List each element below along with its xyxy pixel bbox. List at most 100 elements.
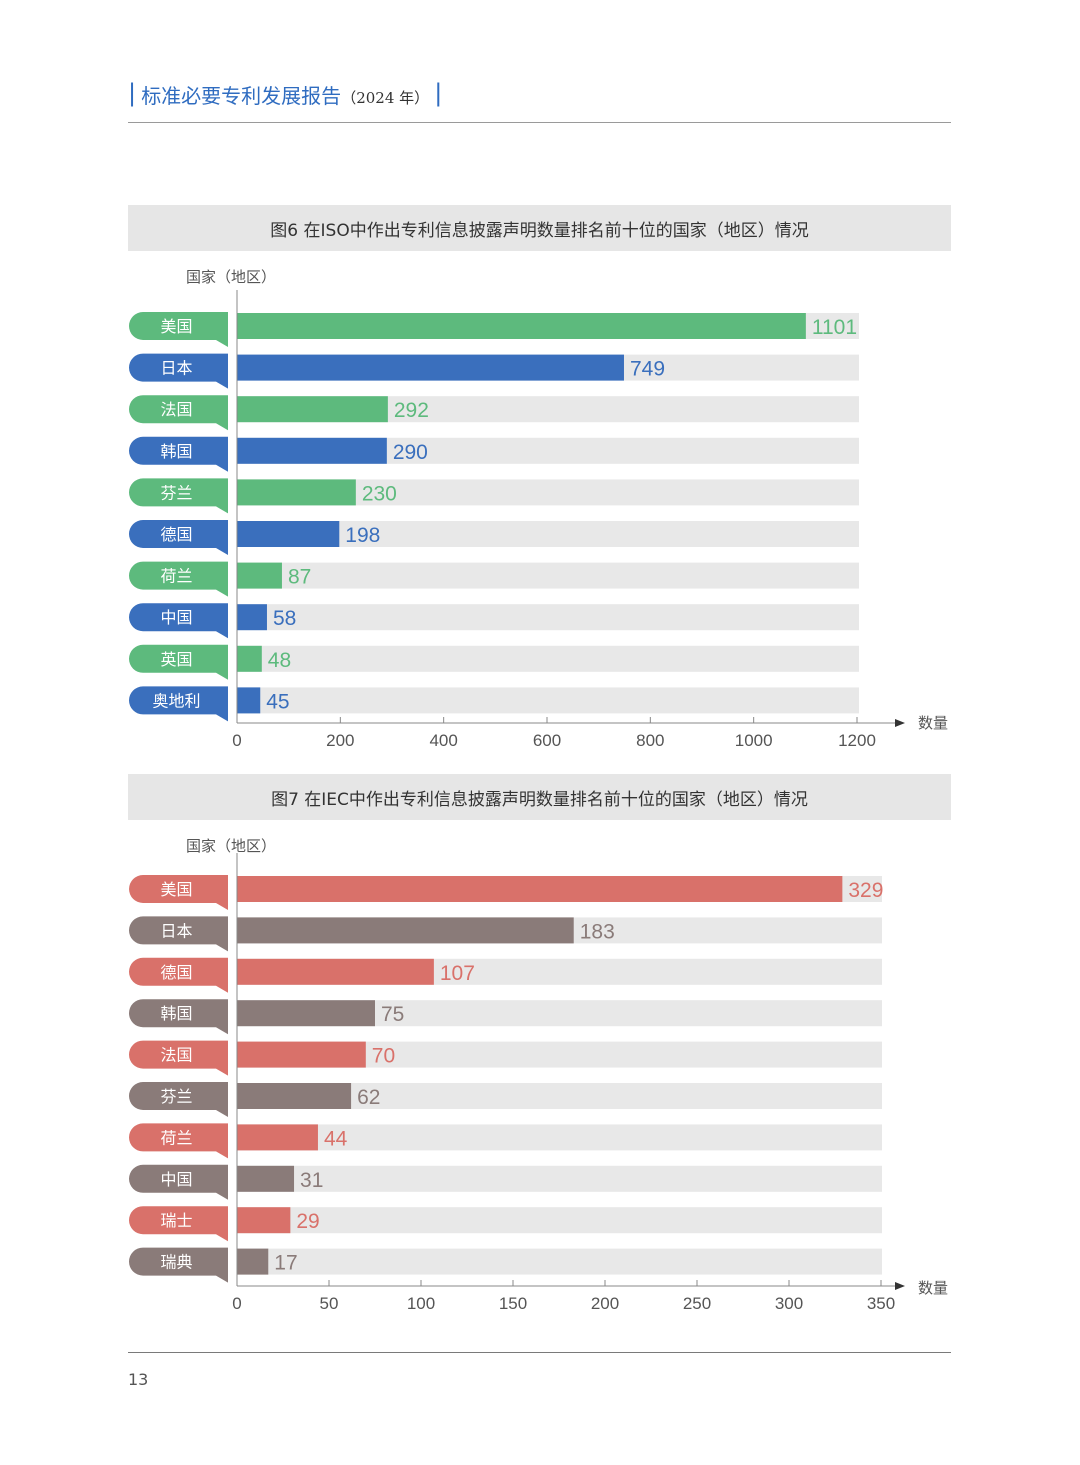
data-label: 107: [440, 962, 475, 985]
bar-track: [237, 604, 859, 631]
category-label: 日本: [160, 921, 192, 940]
data-label: 290: [393, 441, 428, 464]
bar-track: [237, 562, 859, 589]
x-tick-label: 800: [636, 731, 664, 750]
data-label: 183: [580, 920, 615, 943]
category-tag: [129, 478, 228, 514]
category-tag: [129, 1123, 228, 1159]
report-header: | 标准必要专利发展报告（2024 年） |: [128, 79, 951, 123]
x-tick-label: 1200: [838, 731, 876, 750]
category-tag: [129, 353, 228, 389]
bar: [237, 917, 574, 944]
chart2: 329 美国 183 日本 107 德国 75 韩国 70 法国 62 芬兰 44 荷兰 31 中国 29 瑞士 1…: [129, 853, 905, 1313]
data-label: 1101: [812, 316, 857, 339]
data-label: 62: [357, 1086, 380, 1109]
chart2-ylabel: 国家（地区）: [186, 837, 277, 855]
category-label: 荷兰: [160, 1128, 192, 1147]
bar-track: [237, 1165, 882, 1192]
data-label: 292: [394, 399, 429, 422]
category-label: 芬兰: [160, 483, 192, 502]
data-label: 17: [274, 1252, 297, 1275]
bar: [237, 313, 806, 339]
x-tick-label: 600: [533, 731, 561, 750]
footer-divider: [128, 1352, 951, 1353]
data-label: 749: [630, 358, 665, 381]
data-label: 29: [296, 1210, 319, 1233]
category-tag: [129, 644, 228, 680]
bar-track: [237, 521, 859, 547]
bar: [237, 687, 261, 714]
chart2-xlabel: 数量: [918, 1279, 949, 1297]
category-tag: [129, 603, 228, 639]
bar: [237, 437, 387, 464]
bar-track: [237, 687, 859, 714]
category-tag: [129, 1247, 228, 1283]
data-label: 48: [268, 649, 291, 672]
bar: [237, 1000, 375, 1027]
bar-track: [237, 1248, 882, 1275]
category-label: 芬兰: [160, 1087, 192, 1106]
bar: [237, 521, 340, 547]
category-tag: [129, 1164, 228, 1200]
x-tick-label: 150: [499, 1294, 527, 1313]
bar: [237, 562, 282, 589]
chart1-title: 图6 在ISO中作出专利信息披露声明数量排名前十位的国家（地区）情况: [128, 205, 951, 251]
report-year: （2024 年）: [341, 89, 430, 107]
bar: [237, 604, 267, 631]
data-label: 58: [273, 607, 296, 630]
category-label: 瑞士: [160, 1211, 192, 1230]
data-label: 44: [324, 1127, 348, 1150]
x-tick-label: 400: [429, 731, 457, 750]
category-tag: [129, 686, 228, 722]
category-label: 美国: [160, 317, 192, 336]
category-tag: [129, 561, 228, 597]
bar: [237, 396, 388, 423]
category-label: 日本: [160, 359, 192, 378]
data-label: 31: [300, 1169, 323, 1192]
x-axis-arrow: [895, 1282, 905, 1290]
category-tag: [129, 520, 228, 555]
category-tag: [129, 436, 228, 472]
x-tick-label: 0: [232, 731, 241, 750]
category-label: 韩国: [160, 442, 192, 461]
x-axis-arrow: [895, 719, 905, 727]
bar-track: [237, 1207, 882, 1234]
category-label: 中国: [160, 608, 192, 627]
header-left-bar: |: [128, 79, 137, 107]
data-label: 230: [362, 482, 397, 505]
category-tag: [129, 1082, 228, 1117]
category-tag: [129, 1206, 228, 1242]
category-tag: [129, 999, 228, 1035]
bar: [237, 1041, 366, 1068]
bar: [237, 1207, 291, 1234]
data-label: 70: [372, 1045, 395, 1068]
category-label: 法国: [160, 400, 192, 419]
category-label: 美国: [160, 880, 192, 899]
bar: [237, 645, 262, 672]
data-label: 87: [288, 566, 311, 589]
data-label: 329: [848, 879, 883, 902]
category-label: 中国: [160, 1170, 192, 1189]
data-label: 45: [266, 690, 289, 713]
bar-track: [237, 1124, 882, 1151]
x-tick-label: 200: [591, 1294, 619, 1313]
category-label: 德国: [160, 525, 192, 544]
bar: [237, 1124, 318, 1151]
category-label: 荷兰: [160, 567, 192, 586]
chart2-title: 图7 在IEC中作出专利信息披露声明数量排名前十位的国家（地区）情况: [128, 774, 951, 820]
bar: [237, 958, 434, 985]
report-title: 标准必要专利发展报告: [141, 84, 342, 108]
bar: [237, 354, 624, 381]
bar: [237, 876, 843, 902]
category-label: 英国: [160, 650, 192, 669]
x-tick-label: 0: [232, 1294, 241, 1313]
bar: [237, 479, 356, 506]
header-right-bar: |: [434, 79, 443, 107]
x-tick-label: 100: [407, 1294, 435, 1313]
category-tag: [129, 395, 228, 431]
category-tag: [129, 916, 228, 952]
category-label: 德国: [160, 963, 192, 982]
bar: [237, 1248, 269, 1275]
bar: [237, 1165, 295, 1192]
